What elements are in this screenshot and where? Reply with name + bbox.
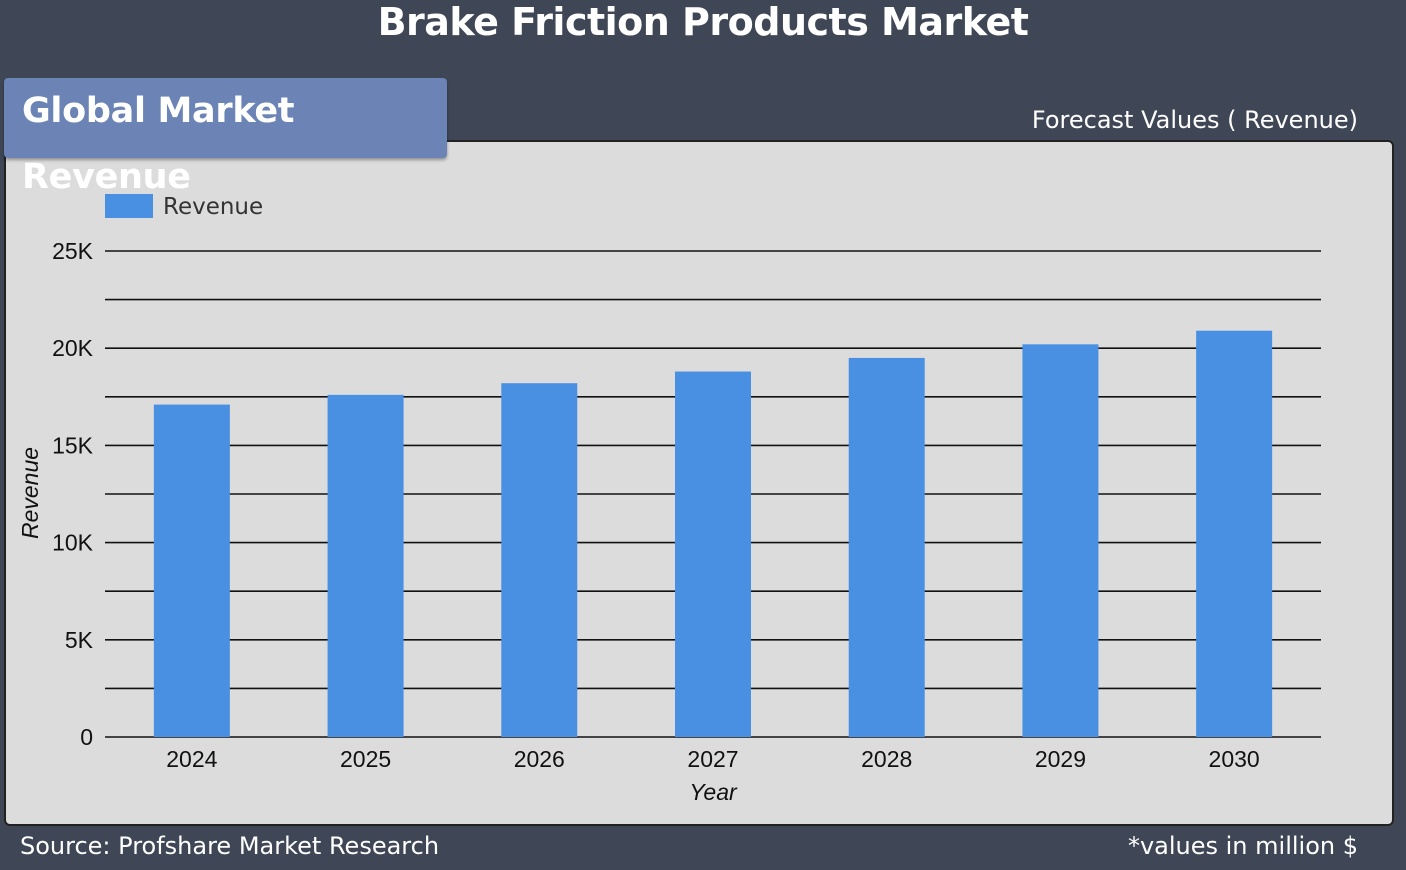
y-tick-label: 15K (52, 432, 94, 458)
bar-2024 (153, 404, 230, 737)
bar-2028 (848, 357, 925, 737)
legend: Revenue (105, 194, 263, 220)
x-tick-label: 2027 (687, 746, 738, 772)
y-tick-label: 10K (52, 530, 94, 556)
bars (153, 330, 1273, 737)
bar-2025 (327, 394, 404, 737)
units-note: *values in million $ (1127, 832, 1358, 860)
bar-2029 (1022, 344, 1099, 737)
source-note: Source: Profshare Market Research (20, 832, 440, 860)
bar-2027 (675, 371, 751, 737)
x-tick-label: 2028 (861, 746, 912, 772)
x-tick-label: 2024 (166, 746, 217, 772)
x-axis-title: Year (689, 779, 738, 805)
x-tick-label: 2030 (1209, 746, 1260, 772)
legend-swatch (105, 194, 153, 218)
x-tick-label: 2026 (514, 746, 565, 772)
x-tick-label: 2025 (340, 746, 391, 772)
y-tick-label: 5K (65, 627, 94, 653)
panel-tab-title: Global Market Revenue (4, 78, 447, 197)
x-tick-label: 2029 (1035, 746, 1086, 772)
y-axis-title: Revenue (17, 447, 43, 539)
legend-label: Revenue (163, 194, 263, 220)
bar-2026 (501, 383, 578, 737)
y-tick-label: 20K (52, 335, 94, 361)
y-tick-label: 25K (52, 238, 94, 264)
forecast-label: Forecast Values ( Revenue) (1031, 106, 1358, 134)
y-tick-label: 0 (80, 724, 93, 750)
bar-2030 (1196, 330, 1273, 737)
page-title: Brake Friction Products Market (377, 0, 1029, 44)
x-tick-labels: 2024 2025 2026 2027 2028 2029 2030 (166, 746, 1259, 772)
y-tick-labels: 0 5K 10K 15K 20K 25K (52, 238, 94, 750)
